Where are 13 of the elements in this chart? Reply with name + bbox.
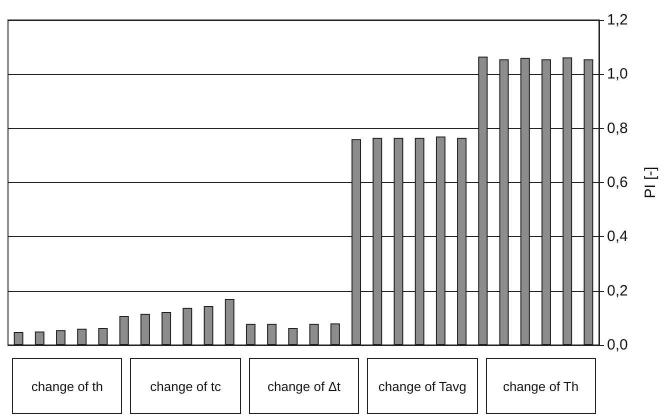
text: change of tc [130, 358, 241, 414]
y-tick-label: 1,0 [607, 66, 628, 83]
y-axis-title: PI [-] [642, 166, 659, 198]
text: change of Th [486, 358, 596, 414]
y-tick-label: 0,0 [607, 336, 628, 354]
y-tick-label: 0,6 [607, 174, 628, 191]
text: change of Tavg [367, 358, 478, 414]
text: change of th [12, 358, 122, 414]
y-tick-label: 0,8 [607, 120, 628, 137]
y-tick-label: 0,4 [607, 228, 628, 246]
text: change of Δt [248, 358, 360, 414]
y-tick-label: 0,2 [607, 282, 628, 300]
y-tick-label: 1,2 [607, 12, 628, 28]
